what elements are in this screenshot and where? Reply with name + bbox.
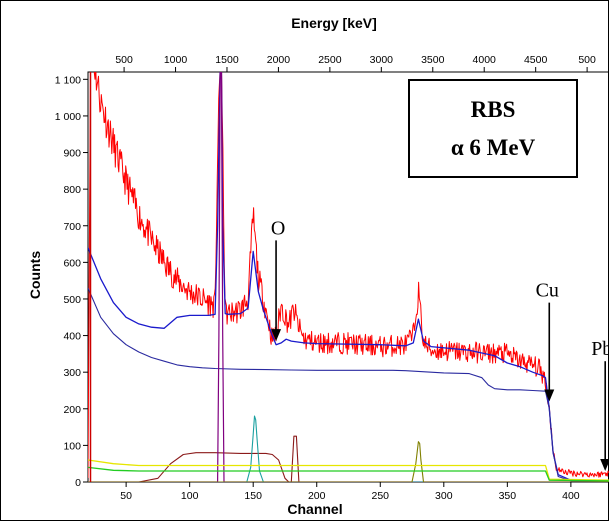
counts-tick-label: 400 — [63, 331, 81, 343]
counts-tick-label: 300 — [63, 367, 81, 379]
energy-tick-label: 3500 — [421, 54, 445, 66]
annotation-group: RBS α 6 MeV O Cu Pb — [271, 79, 609, 472]
channel-tick-label: 300 — [435, 490, 453, 502]
series-line-9 — [88, 466, 609, 482]
energy-tick-label: 3000 — [370, 54, 394, 66]
copper-annotation-label: Cu — [536, 280, 559, 302]
counts-tick-label: 800 — [63, 184, 81, 196]
channel-tick-label: 100 — [181, 490, 199, 502]
rbs-label-box — [408, 79, 578, 178]
energy-tick-label: 4500 — [524, 54, 548, 66]
oxygen-annotation-label: O — [271, 217, 285, 239]
series-line-3 — [88, 287, 609, 482]
channel-axis-title: Channel — [287, 501, 342, 517]
energy-tick-label: 2500 — [318, 54, 342, 66]
channel-tick-label: 400 — [562, 490, 580, 502]
counts-tick-label: 1 100 — [55, 74, 81, 86]
channel-tick-label: 250 — [372, 490, 390, 502]
series-line-8 — [88, 459, 609, 481]
copper-arrow-head — [544, 389, 555, 402]
series-line-1 — [88, 72, 609, 478]
energy-tick-label: 1500 — [215, 54, 239, 66]
counts-tick-label: 0 — [75, 477, 81, 489]
series-line-6 — [88, 415, 609, 482]
energy-tick-label: 2000 — [267, 54, 291, 66]
channel-tick-label: 50 — [120, 490, 132, 502]
energy-tick-label: 1000 — [164, 54, 188, 66]
energy-tick-label: 4000 — [473, 54, 497, 66]
energy-tick-label: 500 — [578, 54, 596, 66]
series-group — [88, 72, 609, 482]
rbs-label-line1: RBS — [471, 97, 516, 122]
series-line-7 — [88, 441, 609, 482]
counts-tick-label: 700 — [63, 221, 81, 233]
counts-tick-label: 200 — [63, 404, 81, 416]
oxygen-arrow-head — [271, 329, 282, 342]
energy-axis-title: Energy [keV] — [291, 15, 377, 31]
counts-tick-label: 100 — [63, 440, 81, 452]
lead-arrow-head — [600, 459, 609, 472]
channel-tick-label: 350 — [499, 490, 517, 502]
lead-annotation-label: Pb — [591, 338, 609, 360]
channel-tick-label: 200 — [308, 490, 326, 502]
series-line-4 — [88, 435, 609, 482]
rbs-label-line2: α 6 MeV — [451, 135, 536, 160]
counts-tick-label: 900 — [63, 148, 81, 160]
counts-axis-title: Counts — [27, 251, 43, 299]
energy-tick-label: 500 — [115, 54, 133, 66]
channel-tick-label: 150 — [244, 490, 262, 502]
counts-tick-label: 600 — [63, 257, 81, 269]
counts-tick-label: 1 000 — [55, 111, 81, 123]
series-line-2 — [88, 72, 609, 481]
counts-tick-label: 500 — [63, 294, 81, 306]
